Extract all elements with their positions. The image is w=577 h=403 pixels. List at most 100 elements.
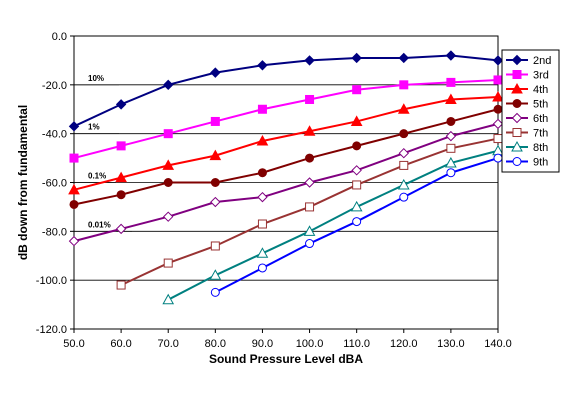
data-point	[399, 80, 409, 90]
legend-item: 5th	[506, 99, 548, 111]
legend-label: 8th	[533, 142, 548, 154]
data-point	[512, 70, 522, 79]
data-point	[115, 99, 127, 110]
series-line	[73, 54, 499, 128]
legend-item: 6th	[506, 112, 548, 125]
data-point	[163, 178, 173, 187]
data-point	[210, 67, 221, 78]
y-tick-label: -80.0	[42, 226, 67, 238]
series-line	[73, 122, 499, 243]
data-point	[162, 293, 175, 305]
legend-item: 7th	[506, 128, 548, 140]
y-axis-label: dB down from fundamental	[16, 105, 30, 260]
data-point	[256, 247, 269, 258]
series-5th	[69, 104, 503, 209]
y-tick-label: -60.0	[42, 178, 67, 190]
reference-lines: 10% 1% 0.1% 0.01%	[74, 74, 132, 232]
data-point	[163, 79, 174, 91]
x-tick-label: 110.0	[343, 338, 370, 350]
series-line	[73, 108, 499, 206]
data-point	[210, 196, 221, 208]
data-point	[446, 116, 456, 126]
legend: 2nd 3rd 4th 5th 6th 7th 8th 9th	[501, 49, 560, 173]
data-point	[512, 157, 522, 166]
x-tick-label: 130.0	[437, 338, 465, 350]
data-point	[493, 104, 503, 114]
legend-item: 9th	[506, 157, 548, 169]
data-point	[397, 103, 410, 114]
data-point	[399, 129, 409, 139]
y-tick-label: -100.0	[36, 275, 67, 287]
data-point	[351, 165, 362, 176]
data-point	[305, 153, 315, 163]
gridlines	[74, 35, 498, 330]
series-line	[167, 149, 499, 301]
data-point	[69, 153, 79, 163]
data-point	[398, 52, 409, 64]
data-point	[115, 171, 127, 183]
data-point	[257, 168, 267, 178]
legend-label: 3rd	[533, 70, 549, 82]
legend-label: 7th	[533, 128, 548, 140]
data-point	[304, 55, 315, 66]
y-tick-label: -40.0	[42, 129, 67, 141]
data-point	[493, 153, 503, 163]
reference-line-label: 0.01%	[88, 220, 111, 229]
data-point	[116, 280, 126, 290]
data-point	[162, 159, 175, 170]
data-point	[399, 160, 409, 170]
data-point	[446, 143, 456, 153]
x-tick-label: 120.0	[390, 338, 418, 350]
data-point	[210, 178, 220, 187]
data-point	[493, 75, 503, 85]
data-point	[445, 50, 457, 61]
data-point	[511, 112, 523, 124]
axis-ticks: 0.0 -20.0 -40.0 -60.0 -80.0 -100.0 -120.0 50.0 6…	[36, 31, 512, 350]
y-tick-label: -120.0	[36, 324, 67, 336]
data-point	[350, 115, 363, 126]
data-point	[397, 178, 410, 190]
data-point	[492, 91, 504, 102]
data-point	[209, 269, 222, 280]
data-point	[68, 235, 80, 247]
series-3rd	[69, 75, 503, 163]
data-point	[351, 52, 362, 64]
series-2nd	[68, 50, 504, 132]
y-tick-label: 0.0	[52, 31, 67, 43]
x-tick-label: 100.0	[296, 338, 324, 350]
series-8th	[162, 144, 504, 305]
x-tick-label: 50.0	[63, 338, 84, 350]
series-4th	[68, 91, 504, 195]
data-point	[511, 82, 523, 94]
data-point	[115, 223, 127, 235]
x-tick-label: 80.0	[205, 338, 226, 350]
data-point	[398, 147, 409, 159]
x-tick-label: 70.0	[158, 338, 179, 350]
legend-item: 8th	[506, 140, 548, 154]
data-point	[511, 140, 523, 152]
data-point	[303, 225, 316, 236]
data-point	[68, 183, 80, 195]
y-tick-label: -20.0	[42, 80, 67, 92]
data-point	[210, 116, 220, 126]
data-point	[492, 118, 504, 130]
data-point	[350, 200, 363, 212]
data-point	[69, 199, 79, 209]
data-point	[209, 149, 222, 161]
data-point	[163, 211, 174, 222]
legend-box	[501, 49, 560, 173]
legend-label: 5th	[533, 99, 548, 111]
data-point	[511, 54, 523, 66]
series-line	[73, 96, 499, 191]
legend-item: 4th	[506, 82, 548, 96]
reference-line-label: 1%	[88, 123, 100, 132]
reference-line-label: 10%	[88, 74, 104, 83]
x-tick-label: 90.0	[252, 338, 273, 350]
data-point	[352, 217, 362, 227]
x-tick-label: 140.0	[484, 338, 512, 350]
series-7th	[116, 134, 503, 290]
legend-item: 3rd	[506, 70, 549, 82]
data-point	[446, 168, 456, 178]
data-point	[305, 202, 315, 212]
